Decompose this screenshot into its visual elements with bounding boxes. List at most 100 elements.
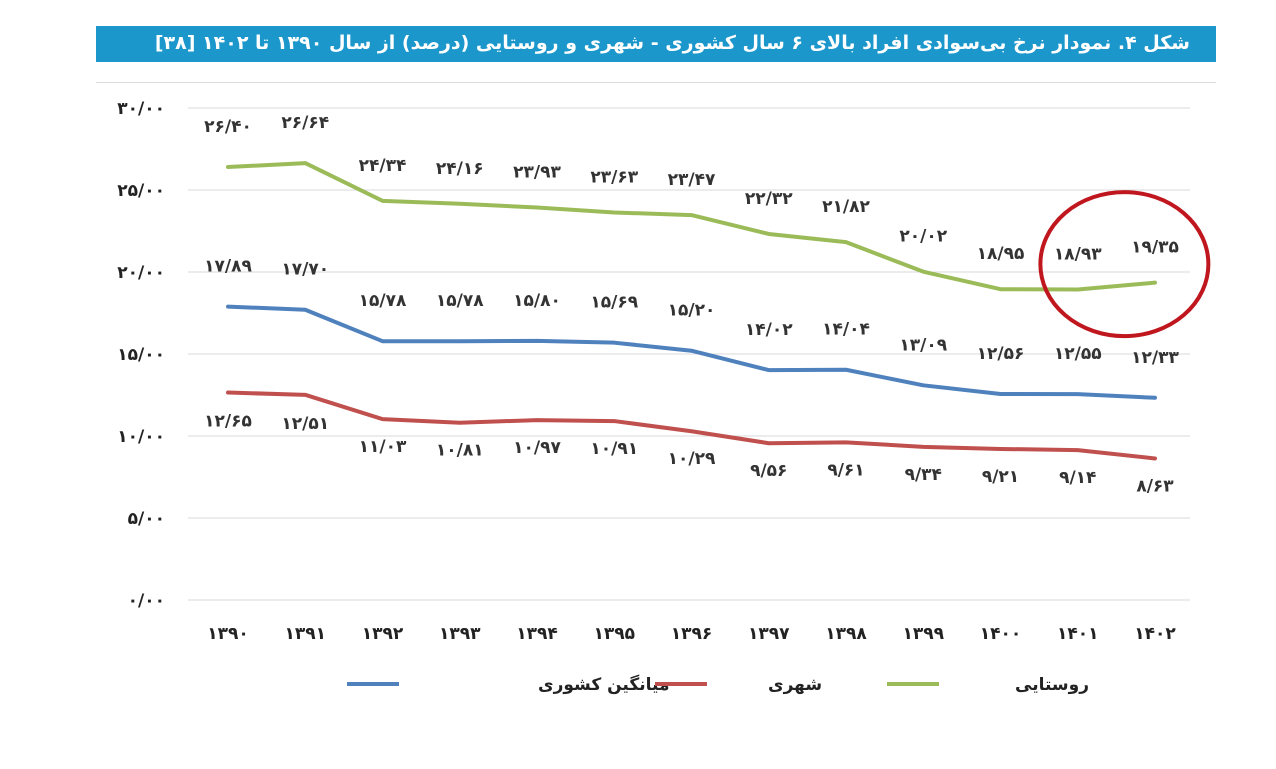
national-data-point — [844, 368, 848, 372]
urban-data-label: ۱۰/۹۱ — [590, 439, 638, 459]
urban-data-label: ۹/۲۱ — [982, 467, 1019, 487]
urban-data-point — [767, 441, 771, 445]
national-data-label: ۱۴/۰۴ — [822, 320, 870, 340]
rural-data-label: ۲۳/۶۳ — [590, 167, 638, 187]
urban-data-label: ۱۰/۸۱ — [436, 441, 484, 461]
national-data-point — [612, 341, 616, 345]
national-data-label: ۱۳/۰۹ — [899, 335, 947, 355]
legend-label-national: میانگین کشوری — [538, 674, 669, 695]
x-tick-label: ۱۳۹۲ — [362, 624, 404, 644]
urban-data-point — [921, 445, 925, 449]
rural-data-point — [612, 210, 616, 214]
urban-data-point — [535, 418, 539, 422]
national-data-label: ۱۵/۷۸ — [436, 291, 484, 311]
national-data-point — [767, 368, 771, 372]
x-tick-label: ۱۳۹۹ — [902, 624, 944, 644]
urban-data-label: ۱۰/۲۹ — [668, 449, 716, 469]
rural-data-point — [690, 213, 693, 217]
national-data-point — [999, 392, 1002, 396]
x-tick-label: ۱۳۹۶ — [671, 624, 713, 644]
legend-label-urban: شهری — [768, 675, 822, 695]
rural-data-label: ۱۹/۳۵ — [1131, 238, 1179, 258]
urban-data-label: ۹/۳۴ — [905, 465, 942, 485]
rural-data-point — [381, 199, 384, 203]
rural-data-point — [999, 287, 1002, 291]
national-data-label: ۱۷/۸۹ — [204, 257, 252, 277]
urban-data-point — [612, 419, 616, 423]
national-data-point — [303, 308, 307, 312]
urban-data-label: ۹/۱۴ — [1059, 468, 1096, 488]
national-data-point — [458, 339, 462, 343]
x-tick-label: ۱۳۹۰ — [207, 624, 249, 644]
x-tick-label: ۱۳۹۳ — [439, 624, 481, 644]
urban-data-point — [226, 391, 230, 395]
rural-data-point — [844, 240, 848, 244]
rural-data-label: ۲۴/۳۴ — [359, 156, 407, 176]
rural-data-label: ۲۲/۳۲ — [745, 189, 793, 209]
national-data-label: ۱۵/۸۰ — [513, 291, 561, 311]
urban-data-label: ۹/۵۶ — [750, 461, 787, 481]
y-tick-label: ۲۰/۰۰ — [117, 263, 165, 283]
national-data-label: ۱۲/۵۵ — [1054, 344, 1102, 364]
national-data-label: ۱۲/۵۶ — [977, 344, 1025, 364]
national-data-point — [921, 383, 925, 387]
urban-data-label: ۱۲/۶۵ — [204, 412, 252, 432]
urban-data-point — [381, 417, 384, 421]
x-tick-label: ۱۴۰۲ — [1134, 624, 1176, 644]
rural-data-label: ۲۶/۴۰ — [204, 117, 252, 137]
x-tick-label: ۱۴۰۱ — [1057, 624, 1099, 644]
national-data-label: ۱۵/۷۸ — [359, 291, 407, 311]
urban-data-label: ۹/۶۱ — [827, 460, 864, 480]
x-tick-label: ۱۳۹۸ — [825, 624, 867, 644]
rural-data-point — [1076, 288, 1080, 292]
rural-data-point — [458, 202, 462, 206]
urban-data-point — [1076, 448, 1080, 452]
national-data-point — [226, 305, 230, 309]
rural-data-label: ۲۴/۱۶ — [436, 159, 484, 179]
national-data-label: ۱۷/۷۰ — [281, 260, 329, 280]
x-tick-label: ۱۳۹۱ — [284, 624, 326, 644]
rural-data-label: ۲۱/۸۲ — [822, 197, 870, 217]
y-tick-label: ۱۰/۰۰ — [117, 427, 165, 447]
x-tick-label: ۱۳۹۴ — [516, 624, 558, 644]
chart-title-bar: شکل ۴. نمودار نرخ بی‌سوادی افراد بالای ۶… — [96, 26, 1216, 62]
urban-data-point — [303, 393, 307, 397]
rural-data-point — [226, 165, 230, 169]
y-tick-label: ۳۰/۰۰ — [117, 99, 165, 119]
urban-data-label: ۸/۶۳ — [1136, 476, 1174, 496]
highlight-circle — [1038, 190, 1211, 339]
x-tick-label: ۱۴۰۰ — [980, 624, 1022, 644]
urban-data-point — [999, 447, 1002, 451]
urban-data-point — [690, 429, 693, 433]
urban-data-point — [1153, 456, 1157, 460]
urban-data-label: ۱۲/۵۱ — [281, 414, 329, 434]
rural-data-point — [535, 206, 539, 210]
national-data-label: ۱۵/۲۰ — [668, 301, 716, 321]
rural-data-point — [921, 270, 925, 274]
y-tick-label: ۱۵/۰۰ — [117, 345, 165, 365]
rural-data-label: ۲۰/۰۲ — [899, 227, 947, 247]
chart-title: شکل ۴. نمودار نرخ بی‌سوادی افراد بالای ۶… — [154, 32, 1190, 54]
rural-data-label: ۱۸/۹۳ — [1054, 245, 1102, 265]
urban-data-point — [458, 421, 462, 425]
x-tick-label: ۱۳۹۵ — [593, 624, 635, 644]
national-data-point — [1076, 392, 1080, 396]
urban-data-label: ۱۱/۰۳ — [359, 437, 407, 457]
national-data-label: ۱۴/۰۲ — [745, 320, 793, 340]
y-tick-label: ۰/۰۰ — [128, 591, 165, 611]
rural-data-point — [303, 161, 307, 165]
rural-data-point — [1153, 281, 1157, 285]
y-tick-label: ۵/۰۰ — [128, 509, 165, 529]
national-data-label: ۱۲/۳۳ — [1131, 348, 1179, 368]
national-data-point — [690, 349, 693, 353]
title-separator — [96, 82, 1216, 83]
rural-data-label: ۲۳/۹۳ — [513, 163, 561, 183]
urban-data-point — [844, 440, 848, 444]
national-data-point — [535, 339, 539, 343]
y-tick-label: ۲۵/۰۰ — [117, 181, 165, 201]
x-tick-label: ۱۳۹۷ — [748, 624, 790, 644]
national-data-label: ۱۵/۶۹ — [590, 293, 638, 313]
national-data-point — [1153, 396, 1157, 400]
rural-data-label: ۲۶/۶۴ — [281, 113, 329, 133]
